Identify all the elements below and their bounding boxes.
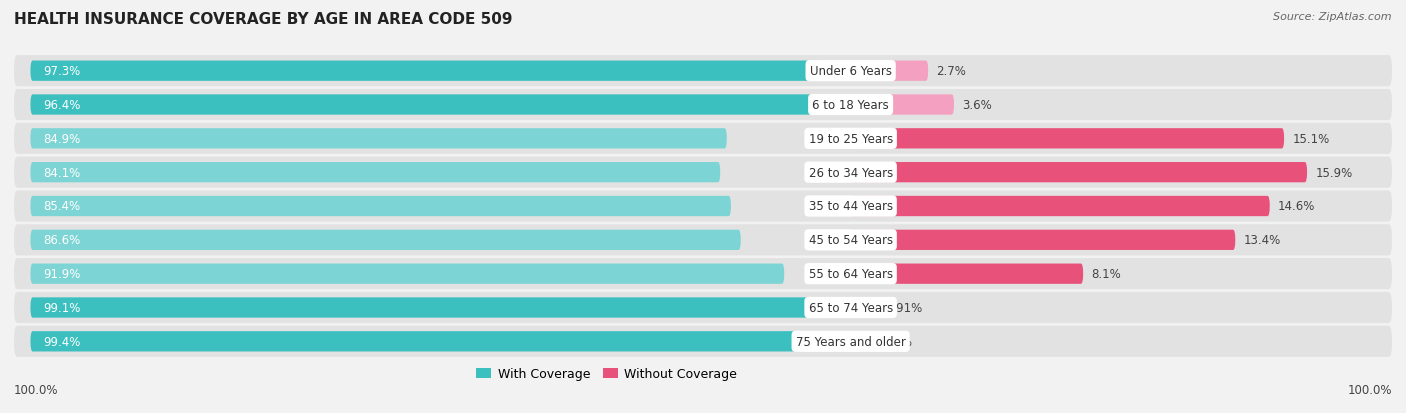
FancyBboxPatch shape	[851, 95, 953, 115]
FancyBboxPatch shape	[851, 298, 877, 318]
FancyBboxPatch shape	[14, 225, 1392, 256]
Text: 15.9%: 15.9%	[1315, 166, 1353, 179]
FancyBboxPatch shape	[14, 123, 1392, 154]
Text: 86.6%: 86.6%	[42, 234, 80, 247]
Text: 84.1%: 84.1%	[42, 166, 80, 179]
Text: 6 to 18 Years: 6 to 18 Years	[813, 99, 889, 112]
Text: 99.4%: 99.4%	[42, 335, 80, 348]
Text: 13.4%: 13.4%	[1243, 234, 1281, 247]
FancyBboxPatch shape	[14, 292, 1392, 323]
Text: 14.6%: 14.6%	[1278, 200, 1315, 213]
Text: HEALTH INSURANCE COVERAGE BY AGE IN AREA CODE 509: HEALTH INSURANCE COVERAGE BY AGE IN AREA…	[14, 12, 513, 27]
Text: 35 to 44 Years: 35 to 44 Years	[808, 200, 893, 213]
FancyBboxPatch shape	[31, 331, 846, 351]
FancyBboxPatch shape	[14, 191, 1392, 222]
Legend: With Coverage, Without Coverage: With Coverage, Without Coverage	[471, 363, 742, 385]
Text: 85.4%: 85.4%	[42, 200, 80, 213]
FancyBboxPatch shape	[31, 163, 720, 183]
FancyBboxPatch shape	[31, 129, 727, 149]
Text: 26 to 34 Years: 26 to 34 Years	[808, 166, 893, 179]
Text: 0.91%: 0.91%	[884, 301, 922, 314]
FancyBboxPatch shape	[31, 230, 741, 250]
Text: 65 to 74 Years: 65 to 74 Years	[808, 301, 893, 314]
Text: 8.1%: 8.1%	[1091, 268, 1121, 280]
FancyBboxPatch shape	[31, 298, 844, 318]
Text: 3.6%: 3.6%	[962, 99, 991, 112]
Text: 84.9%: 84.9%	[42, 133, 80, 145]
FancyBboxPatch shape	[851, 264, 1083, 284]
FancyBboxPatch shape	[31, 264, 785, 284]
Text: 91.9%: 91.9%	[42, 268, 80, 280]
Text: 15.1%: 15.1%	[1292, 133, 1330, 145]
Text: Source: ZipAtlas.com: Source: ZipAtlas.com	[1274, 12, 1392, 22]
Text: 55 to 64 Years: 55 to 64 Years	[808, 268, 893, 280]
Text: 96.4%: 96.4%	[42, 99, 80, 112]
FancyBboxPatch shape	[31, 95, 821, 115]
FancyBboxPatch shape	[14, 326, 1392, 357]
FancyBboxPatch shape	[851, 196, 1270, 217]
FancyBboxPatch shape	[851, 163, 1308, 183]
Text: 75 Years and older: 75 Years and older	[796, 335, 905, 348]
Text: 45 to 54 Years: 45 to 54 Years	[808, 234, 893, 247]
FancyBboxPatch shape	[851, 230, 1236, 250]
FancyBboxPatch shape	[14, 157, 1392, 188]
Text: 19 to 25 Years: 19 to 25 Years	[808, 133, 893, 145]
Text: 0.58%: 0.58%	[876, 335, 912, 348]
FancyBboxPatch shape	[851, 62, 928, 82]
FancyBboxPatch shape	[14, 259, 1392, 290]
Text: 99.1%: 99.1%	[42, 301, 80, 314]
Text: 2.7%: 2.7%	[936, 65, 966, 78]
Text: 97.3%: 97.3%	[42, 65, 80, 78]
FancyBboxPatch shape	[851, 129, 1284, 149]
Text: 100.0%: 100.0%	[1347, 384, 1392, 396]
Text: 100.0%: 100.0%	[14, 384, 59, 396]
Text: Under 6 Years: Under 6 Years	[810, 65, 891, 78]
FancyBboxPatch shape	[14, 56, 1392, 87]
FancyBboxPatch shape	[14, 90, 1392, 121]
FancyBboxPatch shape	[31, 196, 731, 217]
FancyBboxPatch shape	[851, 331, 868, 351]
FancyBboxPatch shape	[31, 62, 828, 82]
